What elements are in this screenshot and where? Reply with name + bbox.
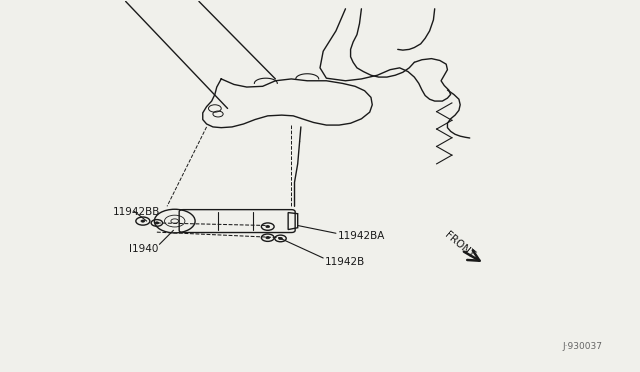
Text: 11942BB: 11942BB xyxy=(113,207,160,217)
Circle shape xyxy=(141,220,145,222)
Text: I1940: I1940 xyxy=(129,244,158,254)
Circle shape xyxy=(266,225,269,228)
Text: 11942B: 11942B xyxy=(325,257,365,267)
Circle shape xyxy=(278,237,282,240)
Circle shape xyxy=(266,237,269,239)
Text: J·930037: J·930037 xyxy=(562,342,602,351)
Text: FRONT: FRONT xyxy=(443,230,476,260)
Circle shape xyxy=(155,222,159,224)
Text: 11942BA: 11942BA xyxy=(338,231,385,241)
